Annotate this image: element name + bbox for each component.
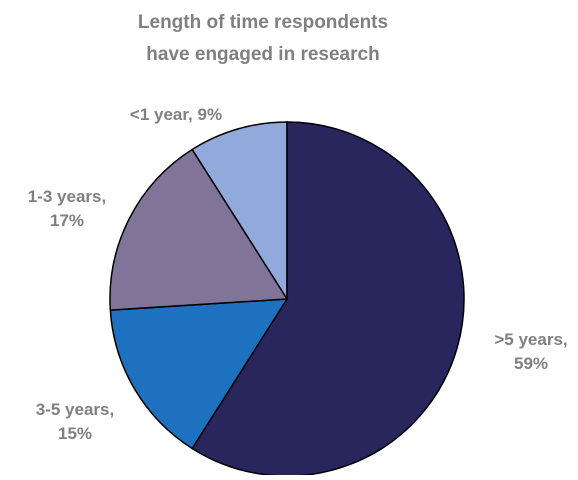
pie-label-5-years-line-2: 59% bbox=[514, 354, 548, 373]
pie-label-3-5-years-line-1: 3-5 years, bbox=[36, 400, 114, 419]
pie-slices bbox=[109, 121, 465, 477]
pie-label-1-3-years-line-2: 17% bbox=[50, 211, 84, 230]
pie-slice-3-5-years bbox=[109, 298, 289, 450]
pie-labels: <1 year, 9% >5 years, 59% 3-5 years, 15% 1-3 … bbox=[28, 105, 568, 443]
pie-label-3-5-years-line-2: 15% bbox=[58, 424, 92, 443]
pie-label-1-3-years-line-1: 1-3 years, bbox=[28, 187, 106, 206]
chart-title: Length of time respondents have engaged … bbox=[138, 12, 388, 65]
pie-slice-1-3-years bbox=[109, 148, 289, 311]
pie-label-1-year-line-1: <1 year, 9% bbox=[130, 105, 222, 124]
chart-title-line-1: Length of time respondents bbox=[138, 12, 388, 33]
pie-label-5-years-line-1: >5 years, bbox=[494, 330, 567, 349]
pie-slice-1-year bbox=[191, 121, 288, 302]
chart-title-line-2: have engaged in research bbox=[146, 44, 379, 65]
